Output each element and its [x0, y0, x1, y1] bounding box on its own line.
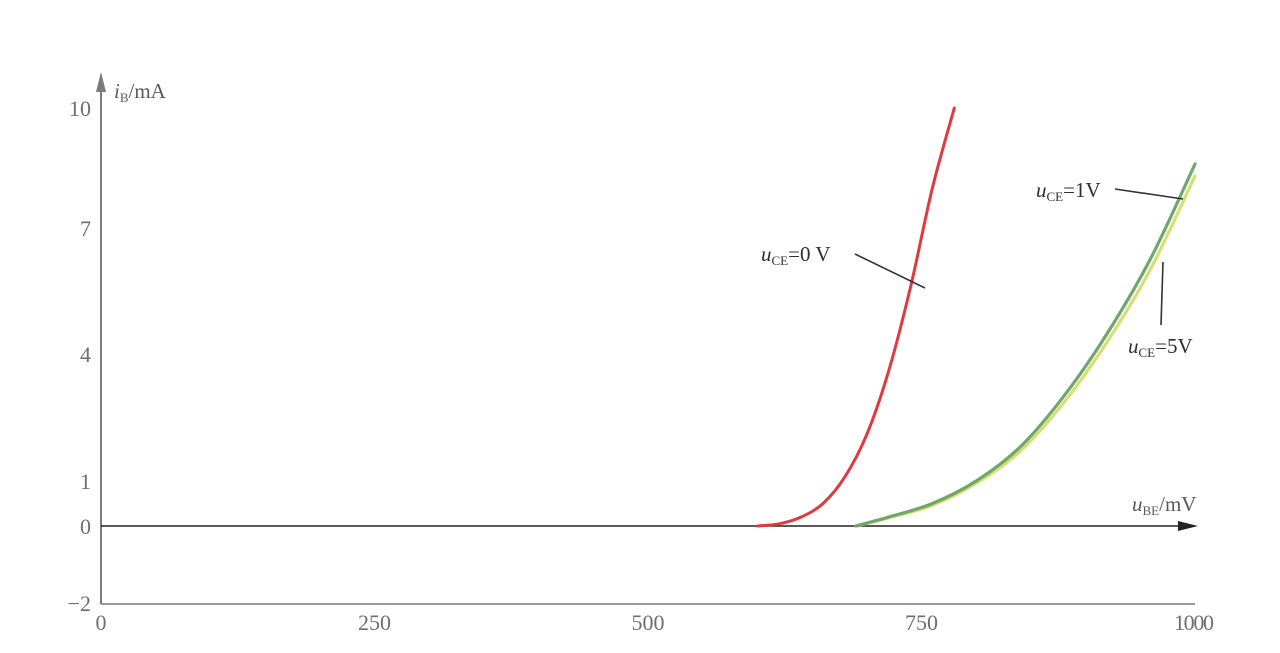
x-axis-label: uBE/mV — [1132, 492, 1196, 518]
series-lines — [755, 106, 1197, 528]
axes — [96, 72, 1198, 605]
y-axis-arrow — [96, 72, 106, 92]
leader-line-uce-5v — [1160, 261, 1164, 326]
x-tick-label: 750 — [905, 610, 938, 635]
y-tick-label: 10 — [69, 96, 91, 121]
y-tick-label: 1 — [80, 469, 91, 494]
labels — [854, 188, 1184, 326]
series-line — [755, 106, 956, 528]
x-tick-label: 250 — [358, 610, 391, 635]
y-axis-label: iB/mA — [114, 79, 167, 105]
y-tick-label: 0 — [80, 514, 91, 539]
y-tick-label: 7 — [80, 216, 91, 241]
x-tick-label: 1000 — [1174, 610, 1214, 635]
leader-line-uce-0v — [854, 253, 926, 289]
series-label-uce-1v: uCE=1V — [1036, 178, 1101, 204]
y-tick-label: −2 — [68, 591, 91, 616]
series-label-uce-0v: uCE=0 V — [761, 242, 831, 268]
x-axis-arrow — [1178, 521, 1198, 531]
leader-line-uce-1v — [1114, 188, 1184, 200]
x-tick-label: 0 — [96, 610, 107, 635]
y-tick-label: 4 — [80, 342, 91, 367]
series-label-uce-5v: uCE=5V — [1128, 334, 1193, 360]
series-line — [854, 162, 1197, 528]
x-tick-label: 500 — [632, 610, 665, 635]
